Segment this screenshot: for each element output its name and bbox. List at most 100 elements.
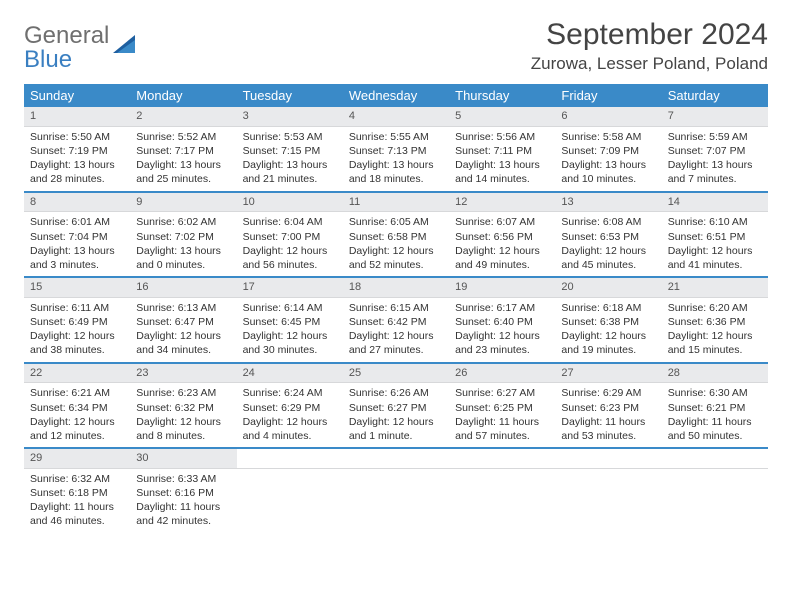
day-number: 16 [130, 277, 236, 297]
sunset-line: Sunset: 6:18 PM [30, 486, 124, 500]
daylight-line: Daylight: 12 hours and 41 minutes. [668, 244, 762, 272]
daylight-line: Daylight: 12 hours and 30 minutes. [243, 329, 337, 357]
day-cell: Sunrise: 6:15 AMSunset: 6:42 PMDaylight:… [343, 297, 449, 362]
daylight-line: Daylight: 11 hours and 57 minutes. [455, 415, 549, 443]
sunset-line: Sunset: 6:53 PM [561, 230, 655, 244]
day-cell: Sunrise: 6:33 AMSunset: 6:16 PMDaylight:… [130, 468, 236, 532]
sunrise-line: Sunrise: 6:33 AM [136, 472, 230, 486]
daylight-line: Daylight: 12 hours and 23 minutes. [455, 329, 549, 357]
sunset-line: Sunset: 7:09 PM [561, 144, 655, 158]
day-number: 29 [24, 448, 130, 468]
day-cell: Sunrise: 5:55 AMSunset: 7:13 PMDaylight:… [343, 126, 449, 191]
sunrise-line: Sunrise: 6:02 AM [136, 215, 230, 229]
daylight-line: Daylight: 12 hours and 19 minutes. [561, 329, 655, 357]
daylight-line: Daylight: 11 hours and 53 minutes. [561, 415, 655, 443]
daylight-line: Daylight: 12 hours and 34 minutes. [136, 329, 230, 357]
day-number [555, 448, 661, 468]
day-header: Friday [555, 84, 661, 107]
sunrise-line: Sunrise: 6:17 AM [455, 301, 549, 315]
sunset-line: Sunset: 7:04 PM [30, 230, 124, 244]
daylight-line: Daylight: 12 hours and 15 minutes. [668, 329, 762, 357]
daylight-line: Daylight: 12 hours and 45 minutes. [561, 244, 655, 272]
sunset-line: Sunset: 7:11 PM [455, 144, 549, 158]
day-cell [555, 468, 661, 532]
day-header: Saturday [662, 84, 768, 107]
sunset-line: Sunset: 7:02 PM [136, 230, 230, 244]
daylight-line: Daylight: 12 hours and 38 minutes. [30, 329, 124, 357]
sunrise-line: Sunrise: 6:18 AM [561, 301, 655, 315]
sunset-line: Sunset: 7:13 PM [349, 144, 443, 158]
day-number: 11 [343, 192, 449, 212]
day-number: 19 [449, 277, 555, 297]
day-number-row: 22232425262728 [24, 363, 768, 383]
sunset-line: Sunset: 6:42 PM [349, 315, 443, 329]
day-cell: Sunrise: 6:18 AMSunset: 6:38 PMDaylight:… [555, 297, 661, 362]
day-detail-row: Sunrise: 6:32 AMSunset: 6:18 PMDaylight:… [24, 468, 768, 532]
day-number: 27 [555, 363, 661, 383]
logo-text-1: General [24, 22, 109, 49]
sunrise-line: Sunrise: 6:26 AM [349, 386, 443, 400]
calendar-table: SundayMondayTuesdayWednesdayThursdayFrid… [24, 84, 768, 533]
day-number: 25 [343, 363, 449, 383]
day-number-row: 891011121314 [24, 192, 768, 212]
day-detail-row: Sunrise: 5:50 AMSunset: 7:19 PMDaylight:… [24, 126, 768, 191]
day-number [662, 448, 768, 468]
day-number: 1 [24, 107, 130, 126]
day-header: Wednesday [343, 84, 449, 107]
day-number: 13 [555, 192, 661, 212]
day-number: 3 [237, 107, 343, 126]
daylight-line: Daylight: 13 hours and 28 minutes. [30, 158, 124, 186]
day-number: 7 [662, 107, 768, 126]
day-number: 28 [662, 363, 768, 383]
sunset-line: Sunset: 7:00 PM [243, 230, 337, 244]
day-number-row: 2930 [24, 448, 768, 468]
sunset-line: Sunset: 6:40 PM [455, 315, 549, 329]
sunset-line: Sunset: 6:49 PM [30, 315, 124, 329]
daylight-line: Daylight: 13 hours and 7 minutes. [668, 158, 762, 186]
day-number: 30 [130, 448, 236, 468]
daylight-line: Daylight: 13 hours and 14 minutes. [455, 158, 549, 186]
day-header: Thursday [449, 84, 555, 107]
day-number: 8 [24, 192, 130, 212]
daylight-line: Daylight: 13 hours and 3 minutes. [30, 244, 124, 272]
daylight-line: Daylight: 13 hours and 21 minutes. [243, 158, 337, 186]
sunrise-line: Sunrise: 5:53 AM [243, 130, 337, 144]
sunset-line: Sunset: 6:16 PM [136, 486, 230, 500]
sunrise-line: Sunrise: 6:01 AM [30, 215, 124, 229]
day-detail-row: Sunrise: 6:21 AMSunset: 6:34 PMDaylight:… [24, 383, 768, 448]
day-number-row: 15161718192021 [24, 277, 768, 297]
day-cell: Sunrise: 6:17 AMSunset: 6:40 PMDaylight:… [449, 297, 555, 362]
day-cell: Sunrise: 6:29 AMSunset: 6:23 PMDaylight:… [555, 383, 661, 448]
day-cell: Sunrise: 6:24 AMSunset: 6:29 PMDaylight:… [237, 383, 343, 448]
sunset-line: Sunset: 6:32 PM [136, 401, 230, 415]
day-number: 18 [343, 277, 449, 297]
sunset-line: Sunset: 6:47 PM [136, 315, 230, 329]
daylight-line: Daylight: 12 hours and 56 minutes. [243, 244, 337, 272]
day-cell: Sunrise: 5:59 AMSunset: 7:07 PMDaylight:… [662, 126, 768, 191]
day-cell: Sunrise: 6:08 AMSunset: 6:53 PMDaylight:… [555, 212, 661, 277]
day-cell: Sunrise: 5:56 AMSunset: 7:11 PMDaylight:… [449, 126, 555, 191]
sunrise-line: Sunrise: 5:58 AM [561, 130, 655, 144]
day-header: Sunday [24, 84, 130, 107]
day-number [449, 448, 555, 468]
day-header-row: SundayMondayTuesdayWednesdayThursdayFrid… [24, 84, 768, 107]
page-title: September 2024 [531, 18, 768, 52]
title-block: September 2024 Zurowa, Lesser Poland, Po… [531, 18, 768, 74]
location: Zurowa, Lesser Poland, Poland [531, 54, 768, 74]
day-number: 6 [555, 107, 661, 126]
sunrise-line: Sunrise: 5:59 AM [668, 130, 762, 144]
day-cell: Sunrise: 6:07 AMSunset: 6:56 PMDaylight:… [449, 212, 555, 277]
sunset-line: Sunset: 6:45 PM [243, 315, 337, 329]
sunrise-line: Sunrise: 6:08 AM [561, 215, 655, 229]
sunrise-line: Sunrise: 6:32 AM [30, 472, 124, 486]
sunrise-line: Sunrise: 6:30 AM [668, 386, 762, 400]
day-number: 9 [130, 192, 236, 212]
day-cell: Sunrise: 6:10 AMSunset: 6:51 PMDaylight:… [662, 212, 768, 277]
day-cell: Sunrise: 5:58 AMSunset: 7:09 PMDaylight:… [555, 126, 661, 191]
day-cell: Sunrise: 6:32 AMSunset: 6:18 PMDaylight:… [24, 468, 130, 532]
day-cell [662, 468, 768, 532]
sunset-line: Sunset: 6:56 PM [455, 230, 549, 244]
day-number [343, 448, 449, 468]
day-number: 24 [237, 363, 343, 383]
daylight-line: Daylight: 12 hours and 12 minutes. [30, 415, 124, 443]
